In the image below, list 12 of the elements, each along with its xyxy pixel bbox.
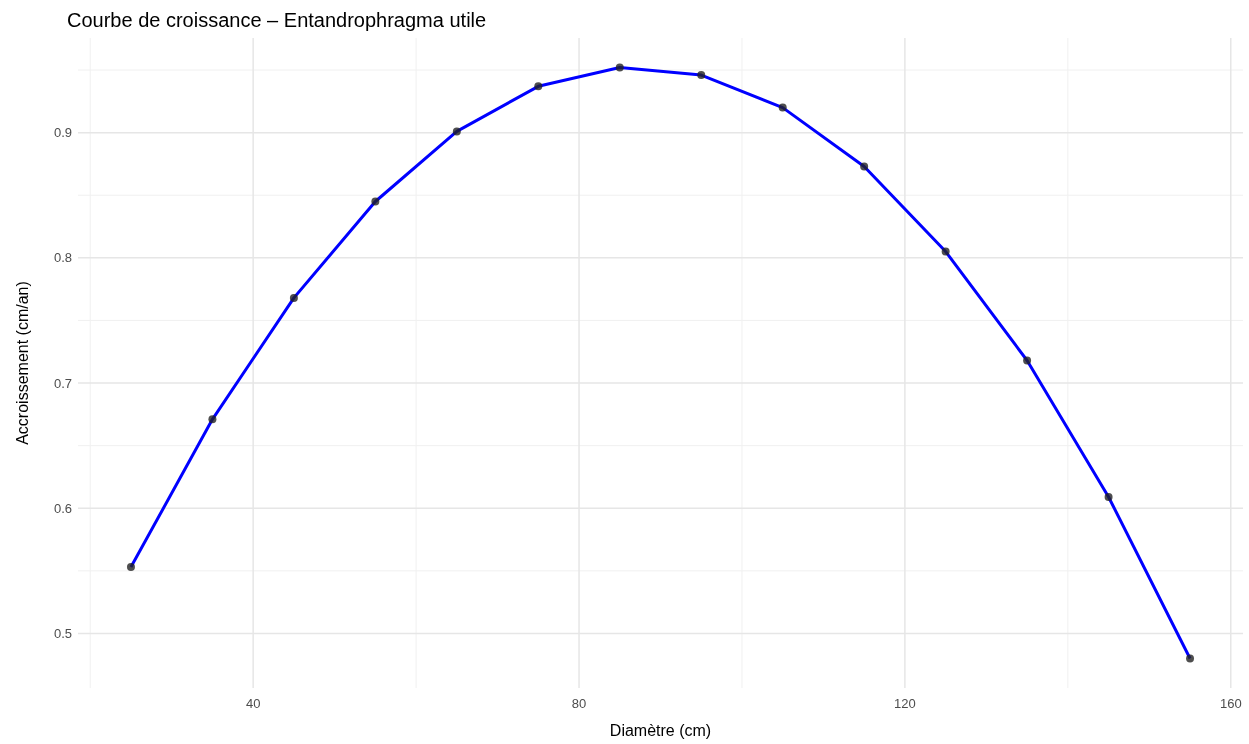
y-tick-label: 0.5 — [53, 625, 72, 641]
chart-title: Courbe de croissance – Entandrophragma utile — [67, 9, 487, 31]
x-tick-label: 120 — [894, 696, 916, 711]
x-axis-title: Diamètre (cm) — [609, 722, 712, 739]
x-tick-label: 160 — [1219, 696, 1242, 711]
y-tick-label: 0.6 — [53, 500, 72, 516]
x-tick-label: 80 — [571, 696, 587, 711]
y-tick-label: 0.8 — [53, 250, 72, 266]
y-tick-label: 0.9 — [53, 125, 72, 141]
y-axis-title: Accroissement (cm/an) — [14, 281, 31, 445]
x-tick-label: 40 — [245, 696, 261, 711]
y-tick-label: 0.7 — [53, 375, 72, 391]
